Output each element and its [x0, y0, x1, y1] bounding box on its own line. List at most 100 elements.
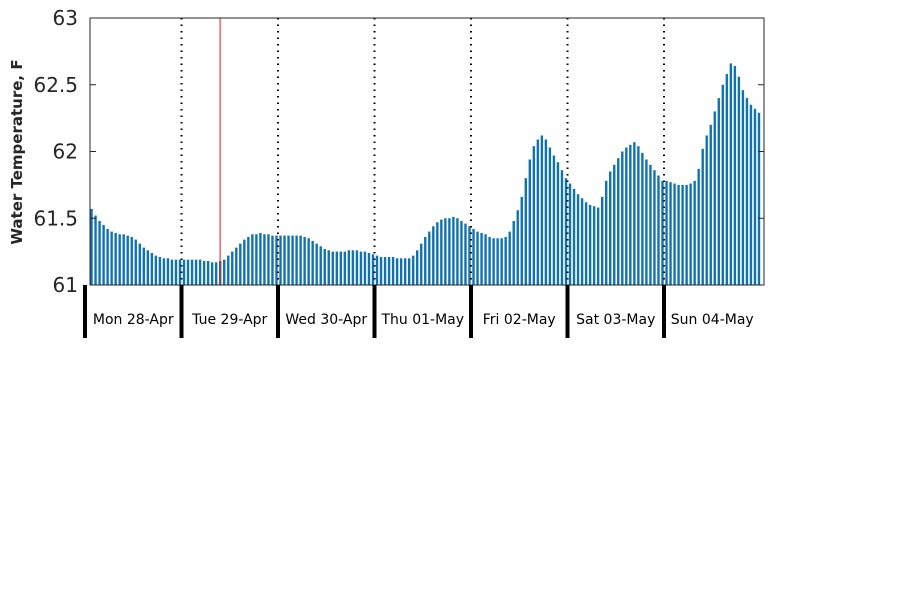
bar	[355, 250, 359, 285]
bar	[118, 234, 121, 285]
x-axis: Mon 28-Apr Tue 29-Apr Wed 30-Apr Thu 01-May…	[83, 285, 754, 338]
bar	[359, 251, 363, 285]
bar	[134, 239, 137, 285]
bar	[625, 147, 628, 285]
bar	[572, 188, 576, 285]
y-tick-label: 61	[53, 273, 78, 297]
bar	[363, 251, 367, 285]
bar	[661, 180, 664, 285]
bar	[484, 234, 487, 285]
bar	[130, 236, 133, 285]
bar	[315, 243, 318, 285]
bar	[725, 74, 729, 285]
bar	[468, 226, 471, 285]
bar	[697, 168, 700, 285]
bar	[299, 235, 302, 285]
bar	[375, 255, 379, 285]
bar	[231, 251, 234, 285]
bar	[407, 258, 411, 285]
bar	[745, 98, 749, 285]
day-label: Thu 01-May	[380, 312, 464, 328]
bar	[287, 235, 290, 285]
bar	[721, 84, 725, 285]
bar	[540, 135, 544, 285]
bar	[609, 171, 612, 285]
bar	[460, 220, 463, 285]
bar	[757, 112, 761, 285]
bar	[399, 258, 403, 285]
bar	[733, 66, 737, 285]
bar	[303, 236, 306, 285]
bar	[592, 206, 596, 285]
bar	[536, 139, 540, 285]
bar	[186, 259, 190, 285]
bar	[263, 234, 266, 285]
bar	[122, 234, 125, 285]
bar	[227, 255, 230, 285]
bar	[432, 226, 435, 285]
bar	[440, 219, 443, 285]
y-axis: 61 61.5 62 62.5 63	[33, 6, 764, 297]
bar	[235, 247, 238, 285]
bar	[681, 184, 684, 285]
bar	[267, 234, 270, 285]
bar	[685, 184, 688, 285]
bar	[737, 76, 741, 286]
bar	[649, 164, 652, 285]
bar	[223, 259, 226, 285]
bar	[584, 202, 588, 285]
bar	[653, 170, 656, 285]
bar	[142, 247, 146, 285]
y-tick-label: 63	[53, 6, 78, 30]
bar	[162, 258, 166, 285]
bar	[500, 238, 503, 285]
bar	[544, 139, 548, 285]
bar	[146, 250, 150, 285]
bar	[331, 251, 334, 285]
bar	[206, 260, 210, 285]
bar	[689, 183, 692, 285]
bar	[319, 246, 322, 285]
bar	[114, 232, 117, 285]
bar	[106, 228, 109, 285]
bar	[271, 235, 274, 285]
bar	[436, 222, 439, 285]
day-dividers	[180, 18, 665, 285]
bar	[488, 236, 491, 285]
y-tick-label: 61.5	[33, 206, 78, 230]
bar	[532, 146, 536, 285]
bar	[629, 144, 632, 285]
bar	[645, 159, 648, 285]
plot-background	[90, 18, 764, 285]
bar	[677, 184, 680, 285]
bar	[452, 216, 455, 285]
bar	[335, 251, 339, 285]
bar	[295, 235, 298, 285]
bar	[568, 183, 572, 285]
bar	[613, 164, 616, 285]
bar	[387, 256, 391, 285]
bar	[391, 256, 395, 285]
bar	[729, 63, 733, 285]
bar	[323, 248, 326, 285]
bar	[749, 104, 753, 286]
bar	[416, 250, 419, 285]
bar	[275, 235, 278, 285]
bar	[395, 258, 399, 285]
bar	[464, 223, 467, 285]
bar	[709, 124, 712, 285]
bar	[259, 232, 262, 285]
y-tick-label: 62.5	[33, 73, 78, 97]
y-tick-label: 62	[53, 140, 78, 164]
bar	[198, 259, 202, 285]
bar	[367, 252, 371, 285]
bar	[214, 262, 218, 285]
day-label: Mon 28-Apr	[93, 312, 174, 328]
bar	[428, 231, 431, 285]
bar	[448, 218, 451, 285]
bar	[279, 235, 282, 285]
bar	[633, 142, 636, 285]
bar	[327, 250, 330, 285]
bar	[351, 250, 355, 285]
